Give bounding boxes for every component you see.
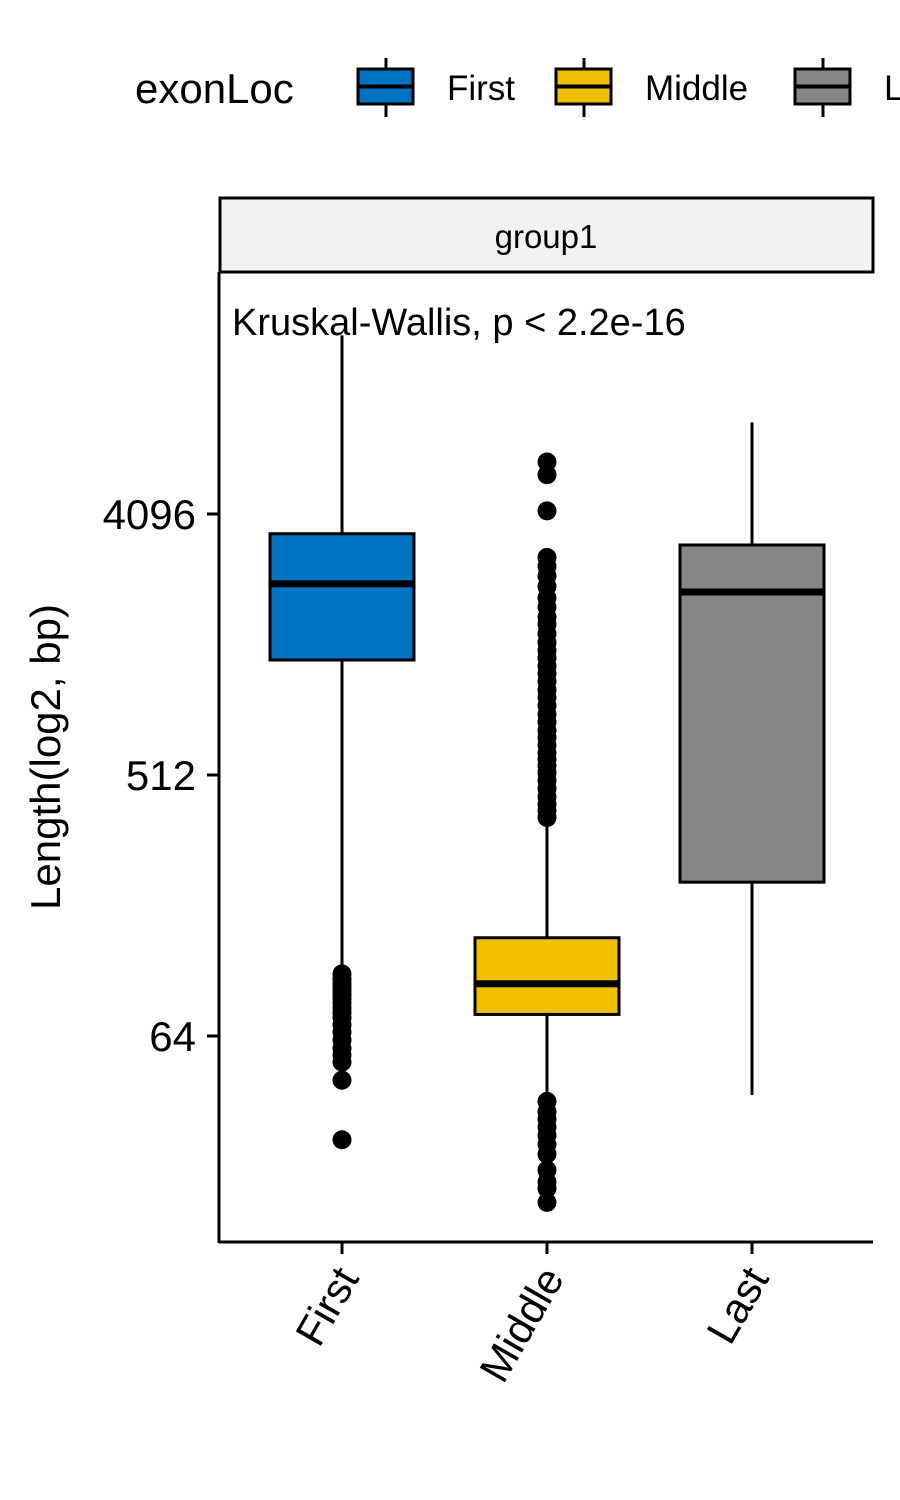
- outlier-first-18: [332, 1130, 352, 1150]
- box-first: [268, 335, 416, 974]
- y-axis-title: Length(log2, bp): [22, 604, 69, 910]
- y-tick-label-4096: 4096: [103, 491, 196, 538]
- legend-title: exonLoc: [135, 65, 294, 112]
- y-tick-label-512: 512: [126, 752, 196, 799]
- outlier-middle-46: [537, 1192, 557, 1212]
- legend-label-last: Last: [884, 69, 900, 108]
- kruskal-wallis-annotation: Kruskal-Wallis, p < 2.2e-16: [232, 302, 686, 344]
- legend-item-middle: Middle: [554, 58, 748, 117]
- outlier-middle-42: [537, 1144, 557, 1164]
- outlier-first-17: [332, 1070, 352, 1090]
- legend-label-first: First: [447, 69, 515, 108]
- iqr-box-middle: [473, 936, 621, 1016]
- legend: exonLoc First Middle Last: [135, 58, 900, 117]
- x-tick-label-first: First: [286, 1259, 368, 1353]
- x-tick-label-middle: Middle: [470, 1259, 573, 1390]
- iqr-box-last: [678, 543, 826, 884]
- facet-label: group1: [495, 218, 598, 255]
- legend-label-middle: Middle: [645, 69, 748, 108]
- outlier-middle-2: [537, 501, 557, 521]
- facet-strip: group1: [218, 196, 875, 274]
- legend-item-last: Last: [793, 58, 900, 117]
- x-axis: First Middle Last: [219, 1240, 873, 1390]
- boxes-layer: [268, 335, 826, 1095]
- outlier-middle-45: [537, 1178, 557, 1198]
- legend-item-first: First: [356, 58, 515, 117]
- outlier-first-16: [332, 1052, 352, 1072]
- y-tick-label-64: 64: [149, 1013, 196, 1060]
- outlier-middle-35: [537, 807, 557, 827]
- y-axis: 64 512 4096 Length(log2, bp): [22, 272, 221, 1243]
- x-tick-label-last: Last: [697, 1259, 778, 1352]
- iqr-box-first: [268, 532, 416, 662]
- box-middle: [473, 822, 621, 1092]
- box-last: [678, 422, 826, 1095]
- outliers-layer: [332, 452, 557, 1212]
- outlier-middle-1: [537, 465, 557, 485]
